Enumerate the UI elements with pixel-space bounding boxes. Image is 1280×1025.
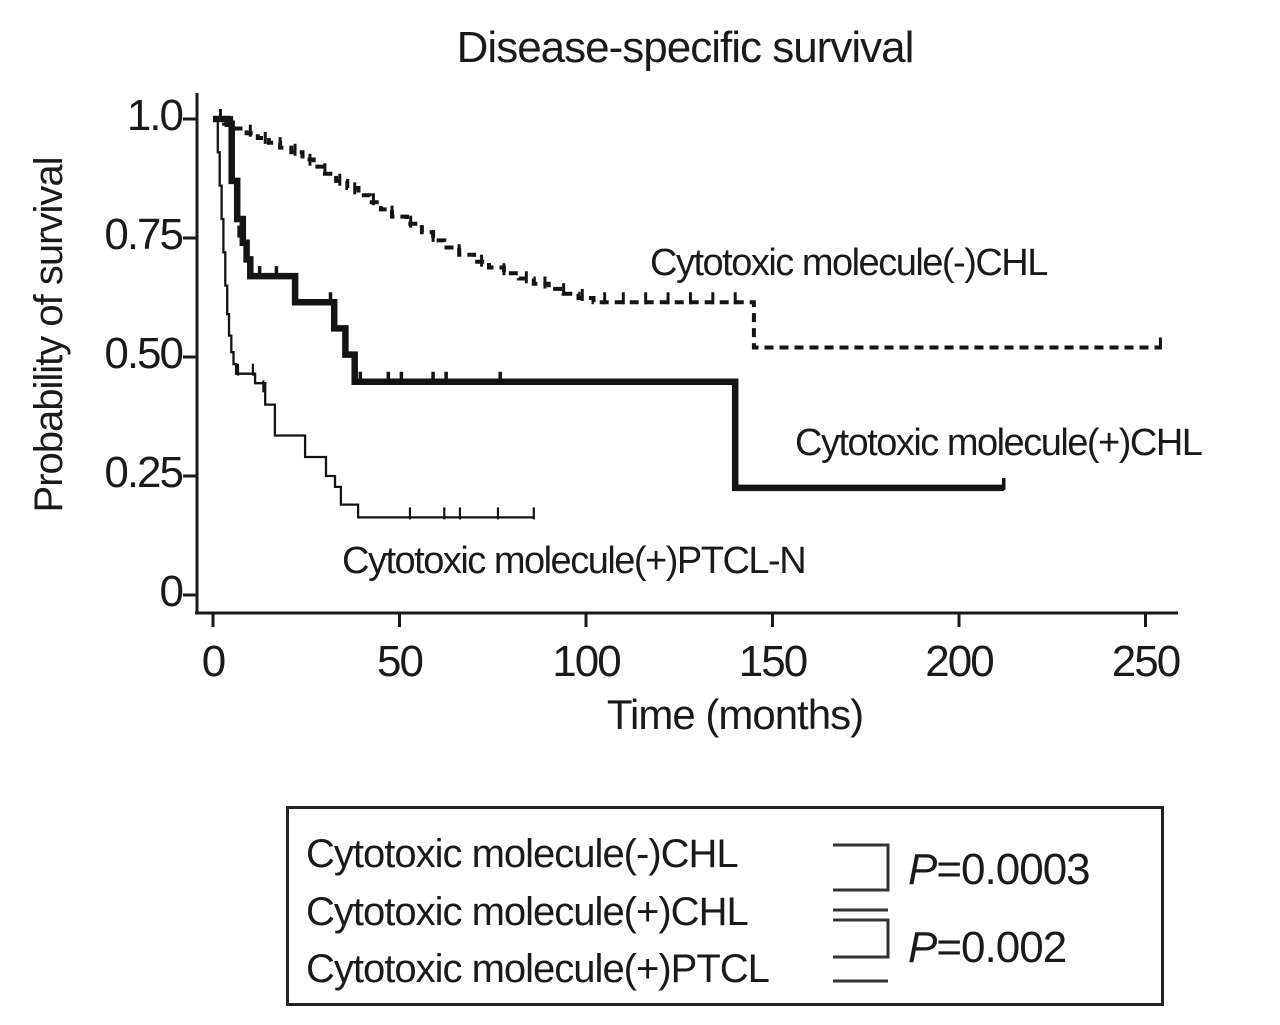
- p-bracket-1: [833, 843, 890, 892]
- curve-cm-neg-chl: [213, 117, 1161, 350]
- p-bracket-2: [833, 918, 890, 959]
- x-tick-label-0: 0: [201, 637, 227, 686]
- chart-title: Disease-specific survival: [456, 23, 915, 72]
- censor-ticks-cm-neg-chl: [218, 109, 1162, 350]
- curve-label-cm-pos-ptcl-n: Cytotoxic molecule(+)PTCL-N: [342, 540, 807, 582]
- y-tick-label-0.25: 0.25: [104, 448, 184, 497]
- y-tick-label-0.75: 0.75: [104, 210, 184, 259]
- x-tick-label-50: 50: [377, 637, 424, 686]
- legend-item-cm-pos-ptcl: Cytotoxic molecule(+)PTCL: [306, 947, 770, 991]
- curve-cm-pos-ptcl-n: [213, 117, 534, 519]
- x-tick-label-250: 250: [1111, 637, 1181, 686]
- censor-ticks-cm-pos-ptcl-n: [236, 363, 535, 520]
- x-axis-title: Time (months): [606, 691, 864, 738]
- y-tick-label-0: 0: [159, 567, 184, 616]
- curve-label-cm-pos-chl: Cytotoxic molecule(+)CHL: [795, 422, 1203, 464]
- legend-comparison-brackets: [833, 843, 890, 983]
- x-axis-tick-marks: [211, 613, 1147, 627]
- legend-item-cm-neg-chl: Cytotoxic molecule(-)CHL: [306, 832, 739, 876]
- x-tick-label-200: 200: [925, 637, 994, 686]
- legend-box: [286, 806, 1164, 1006]
- curve-label-cm-neg-chl: Cytotoxic molecule(-)CHL: [650, 242, 1048, 284]
- p-value-chl-comparison: P=0.0003: [908, 845, 1091, 894]
- y-axis-tick-marks: [183, 117, 197, 597]
- axes: [183, 93, 1178, 627]
- p-value-ptcl-comparison: P=0.002: [908, 923, 1067, 972]
- curve-cm-pos-chl: [213, 115, 1004, 492]
- x-tick-label-150: 150: [738, 637, 808, 686]
- censor-ticks-cm-pos-chl: [237, 225, 1006, 490]
- legend-item-cm-pos-chl: Cytotoxic molecule(+)CHL: [306, 890, 749, 934]
- y-tick-label-1.0: 1.0: [126, 91, 184, 140]
- x-tick-label-100: 100: [552, 637, 621, 686]
- y-tick-label-0.50: 0.50: [104, 329, 184, 378]
